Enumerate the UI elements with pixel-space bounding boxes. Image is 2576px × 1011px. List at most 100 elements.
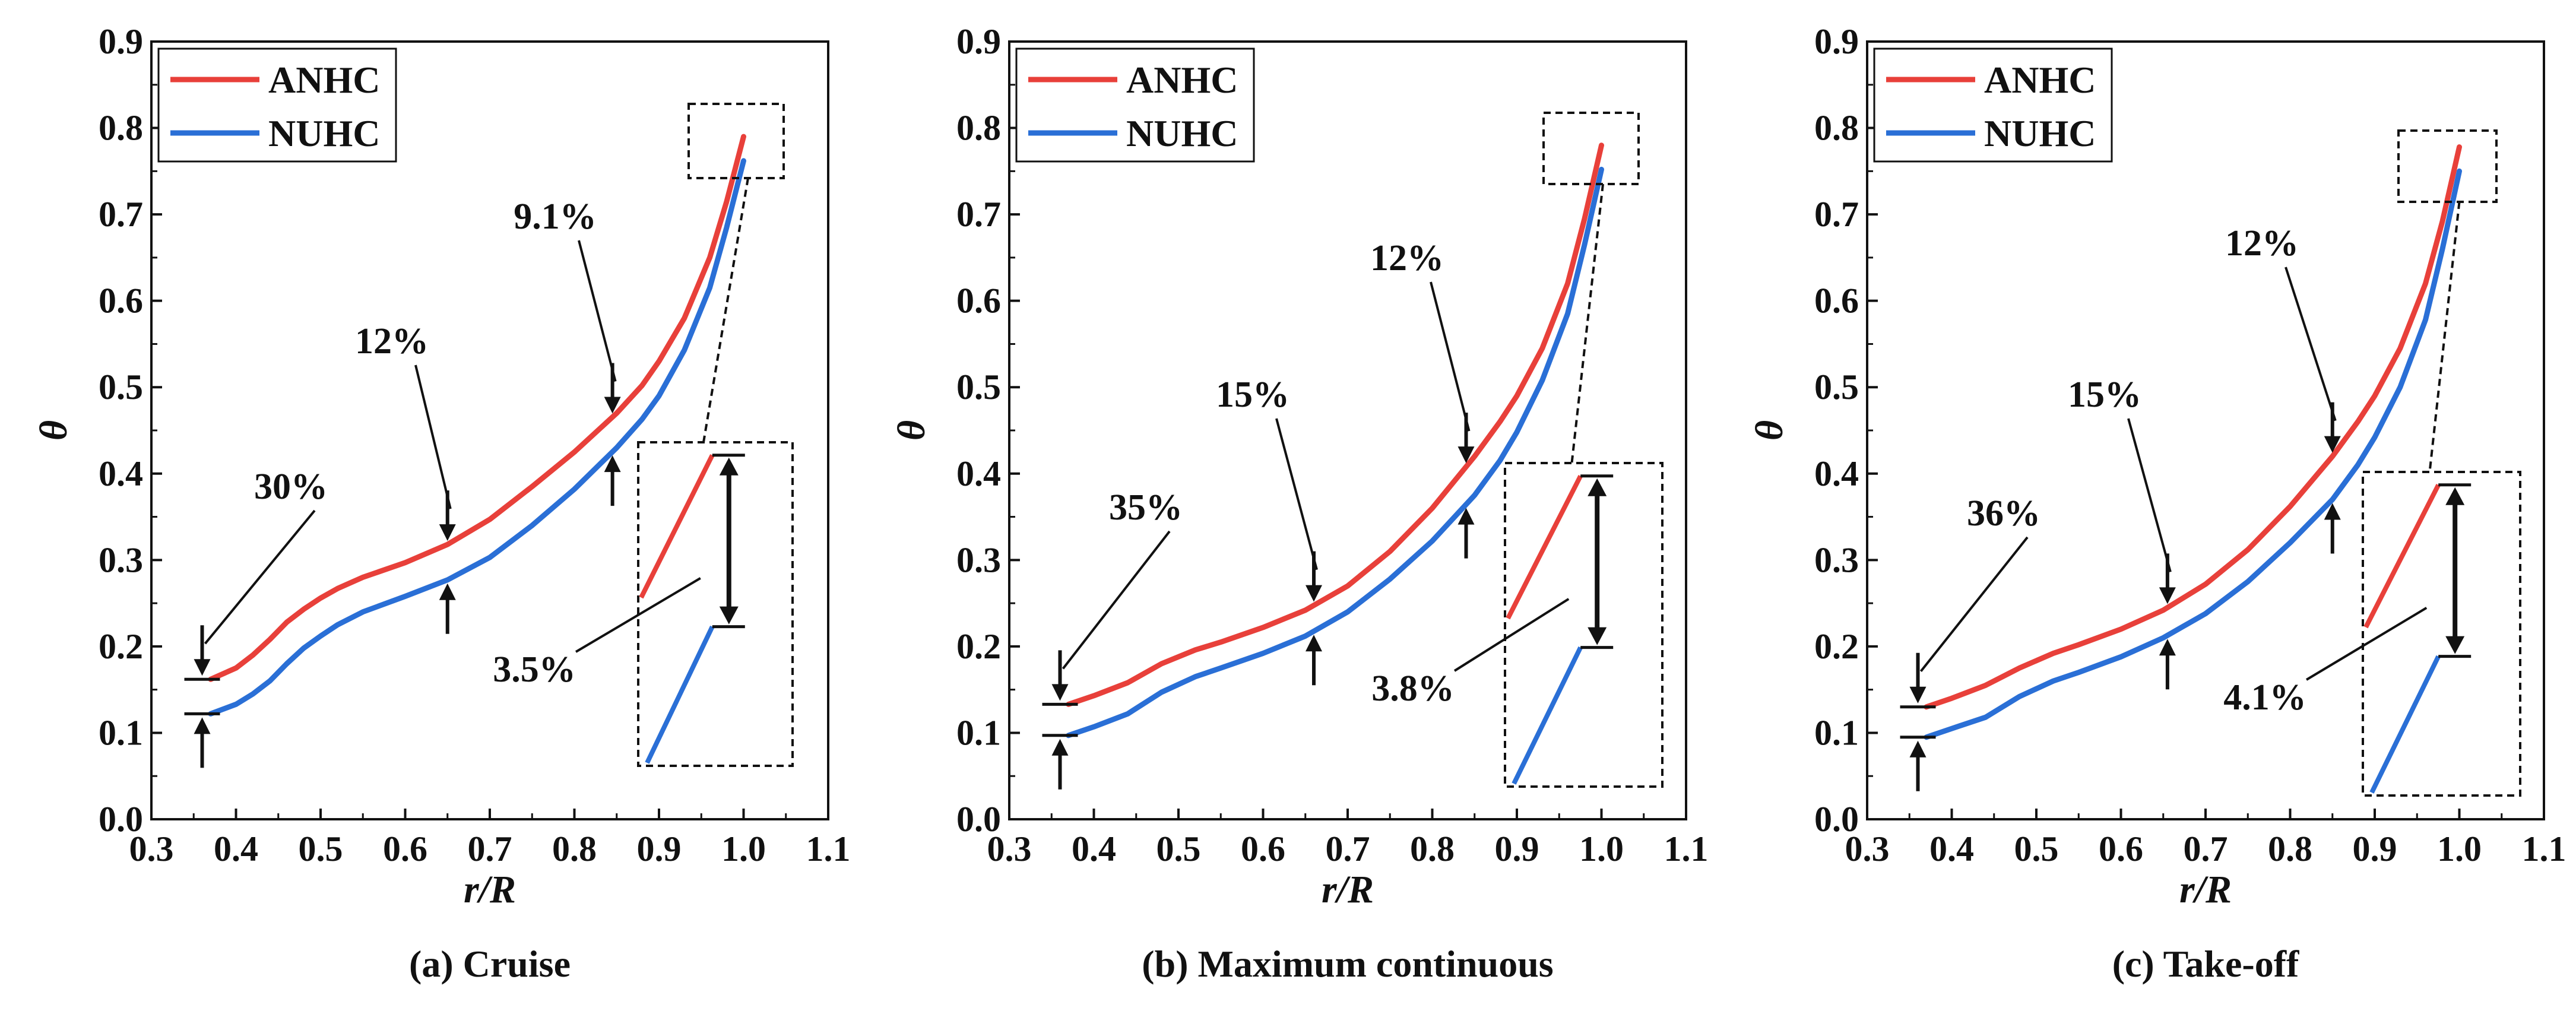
inset-gap-head-down [719,606,739,625]
panel-caption: (b) Maximum continuous [1142,943,1553,985]
x-tick-label: 0.6 [2099,829,2143,869]
legend-label-nuhc: NUHC [268,112,380,154]
x-tick-label: 0.7 [468,829,512,869]
x-tick-label: 0.3 [987,829,1032,869]
inset-annotation-label: 3.5% [493,649,576,690]
gap-arrow-up-head [1306,635,1322,652]
series-line-nuhc [1924,168,2462,740]
annotation-label: 35% [1109,487,1183,528]
y-tick-label: 0.6 [956,281,1001,321]
y-tick-label: 0.1 [956,713,1001,752]
y-tick-label: 0.0 [1814,800,1859,839]
x-tick-label: 0.9 [637,829,682,869]
inset-annotation-leader [1453,598,1570,672]
x-tick-label: 0.3 [129,829,174,869]
gap-arrow-down-head [194,659,211,676]
series-line-nuhc [208,158,746,717]
zoom-region-box [2397,129,2498,203]
y-tick-label: 0.5 [99,367,143,407]
legend-label-anhc: ANHC [1126,59,1238,101]
annotation-leader [1919,536,2029,673]
x-tick-label: 1.0 [2437,829,2482,869]
y-tick-label: 0.7 [1814,195,1859,234]
inset-gap-head-down [1588,627,1607,645]
y-tick-label: 0.2 [99,627,143,666]
gap-arrow-up-head [1909,740,1927,758]
gap-arrow-down-head [439,524,456,541]
inset-line-anhc [1506,474,1583,620]
y-axis-label: θ [32,420,75,440]
zoom-connector [702,178,749,443]
inset-gap-head-up [2445,487,2465,505]
legend-box [1873,47,2113,163]
series-line-anhc [1066,142,1604,707]
zoom-region-box [687,103,785,179]
inset-annotation-leader [575,577,701,653]
inset-gap-head-down [2445,636,2465,654]
x-tick-label: 1.0 [721,829,766,869]
legend-label-anhc: ANHC [268,59,380,101]
gap-arrow-down-head [604,397,621,414]
annotation-leader [1062,530,1171,670]
x-tick-label: 0.9 [1495,829,1539,869]
annotation-leader [2285,267,2337,421]
annotation-leader [204,509,316,645]
x-axis-label: r/R [2179,868,2232,911]
x-tick-label: 0.7 [2184,829,2228,869]
annotation-label: 12% [355,321,429,362]
y-tick-label: 0.4 [99,454,143,493]
panel-cruise: 0.3 0.4 0.5 0.6 0.7 0.8 0.9 1.0 1.1 0.0 0.1 0.2 0.3 0… [32,22,851,985]
inset-annotation-label: 3.8% [1371,668,1455,709]
y-tick-label: 0.6 [99,281,143,321]
y-tick-label: 0.1 [1814,713,1859,752]
gap-arrow-down-head [1457,446,1475,464]
panel-maximum-continuous: 0.3 0.4 0.5 0.6 0.7 0.8 0.9 1.0 1.1 0.0 0.1 0.2 0.3 0… [890,22,1709,985]
y-tick-label: 0.8 [1814,109,1859,148]
y-tick-label: 0.5 [1814,367,1859,407]
legend-label-nuhc: NUHC [1984,112,2096,154]
y-tick-label: 0.3 [99,540,143,579]
annotation-label: 36% [1967,493,2040,534]
gap-arrow-down-head [1909,686,1927,703]
gap-arrow-up-head [1051,739,1069,756]
x-tick-label: 1.1 [1664,829,1709,869]
annotation-leader [1430,281,1471,432]
x-tick-label: 0.5 [2014,829,2059,869]
annotation-label: 15% [1216,375,1289,415]
annotation-leader [414,365,452,509]
x-tick-label: 0.4 [214,829,258,869]
y-tick-label: 0.4 [956,454,1001,493]
y-axis-label: θ [1748,420,1791,440]
gap-arrow-up-head [2159,639,2176,656]
y-tick-label: 0.6 [1814,281,1859,321]
x-tick-label: 0.5 [299,829,343,869]
annotation-leader [1275,418,1318,571]
inset-line-anhc [639,454,715,599]
zoom-connector [2428,201,2461,473]
y-tick-label: 0.5 [956,367,1001,407]
gap-arrow-down-head [1051,684,1069,701]
y-tick-label: 0.3 [956,540,1001,579]
inset-line-nuhc [2369,655,2441,794]
y-tick-label: 0.8 [956,109,1001,148]
x-axis-label: r/R [1322,868,1374,911]
gap-arrow-up-head [1457,508,1475,525]
x-tick-label: 0.8 [1410,829,1455,869]
x-tick-label: 0.4 [1072,829,1116,869]
y-tick-label: 0.2 [956,627,1001,666]
annotation-label: 12% [2225,223,2299,264]
series-line-anhc [1924,144,2462,710]
inset-gap-head-up [1588,478,1607,496]
y-tick-label: 0.0 [956,800,1001,839]
zoom-inset-box [1504,462,1664,788]
x-tick-label: 1.1 [806,829,851,869]
gap-arrow-up-head [2324,503,2341,520]
x-tick-label: 1.0 [1579,829,1624,869]
zoom-region-box [1542,112,1640,185]
legend-label-nuhc: NUHC [1126,112,1238,154]
annotation-label: 30% [254,467,328,507]
x-tick-label: 0.6 [1241,829,1285,869]
legend-box [157,47,397,163]
inset-line-anhc [2363,483,2441,629]
